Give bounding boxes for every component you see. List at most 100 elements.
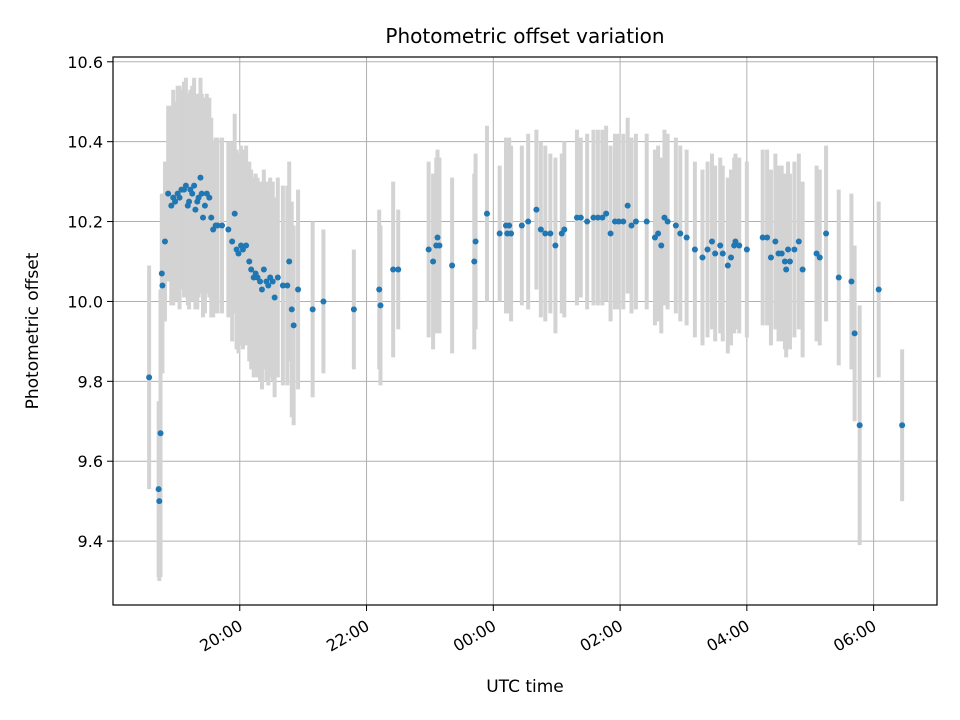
data-point xyxy=(395,266,402,273)
data-point xyxy=(235,250,242,257)
data-point xyxy=(192,206,199,213)
data-point xyxy=(239,246,246,253)
data-point xyxy=(683,234,690,241)
x-axis-label: UTC time xyxy=(486,677,564,697)
data-point xyxy=(156,498,163,505)
data-point xyxy=(508,230,515,237)
data-point xyxy=(182,182,189,189)
data-point xyxy=(286,258,293,265)
data-point xyxy=(717,242,724,249)
y-tick-label: 9.4 xyxy=(78,532,103,551)
data-point xyxy=(813,250,820,257)
data-point xyxy=(875,286,882,293)
data-point xyxy=(835,274,842,281)
data-point xyxy=(219,222,226,229)
data-point xyxy=(561,226,568,233)
data-point xyxy=(271,294,278,301)
data-point xyxy=(198,190,205,197)
data-point xyxy=(632,218,639,225)
data-point xyxy=(214,222,221,229)
data-point xyxy=(719,250,726,257)
data-point xyxy=(483,210,490,217)
data-point xyxy=(208,214,215,221)
data-point xyxy=(786,258,793,265)
data-point xyxy=(231,210,238,217)
data-point xyxy=(816,254,823,261)
data-point xyxy=(651,234,658,241)
data-point xyxy=(542,230,549,237)
data-point xyxy=(425,246,432,253)
data-point xyxy=(677,230,684,237)
data-point xyxy=(655,230,662,237)
data-point xyxy=(284,282,291,289)
data-point xyxy=(518,222,525,229)
data-point xyxy=(778,250,785,257)
data-points xyxy=(146,174,906,505)
data-point xyxy=(155,486,162,493)
data-point xyxy=(672,222,679,229)
y-tick-label: 9.8 xyxy=(78,372,103,391)
data-point xyxy=(506,222,513,229)
data-point xyxy=(577,214,584,221)
data-point xyxy=(537,226,544,233)
data-point xyxy=(200,214,207,221)
chart-title: Photometric offset variation xyxy=(385,24,664,48)
y-tick-label: 10.4 xyxy=(67,133,103,152)
data-point xyxy=(269,278,276,285)
data-point xyxy=(599,214,606,221)
data-point xyxy=(643,218,650,225)
data-point xyxy=(795,238,802,245)
data-point xyxy=(799,266,806,273)
data-point xyxy=(712,250,719,257)
data-point xyxy=(590,214,597,221)
data-point xyxy=(197,174,204,181)
data-point xyxy=(260,266,267,273)
data-point xyxy=(708,238,715,245)
data-point xyxy=(206,194,213,201)
data-point xyxy=(471,258,478,265)
data-point xyxy=(165,190,172,197)
data-point xyxy=(172,198,179,205)
data-point xyxy=(390,266,397,273)
y-tick-label: 9.6 xyxy=(78,452,103,471)
data-point xyxy=(279,282,286,289)
data-point xyxy=(732,238,739,245)
data-point xyxy=(146,374,153,381)
data-point xyxy=(736,242,743,249)
data-point xyxy=(257,278,264,285)
data-point xyxy=(258,286,265,293)
data-point xyxy=(449,262,456,269)
data-point xyxy=(472,238,479,245)
data-point xyxy=(176,194,183,201)
data-point xyxy=(189,190,196,197)
data-point xyxy=(168,202,175,209)
data-point xyxy=(434,234,441,241)
data-point xyxy=(436,242,443,249)
data-point xyxy=(201,202,208,209)
data-point xyxy=(661,214,668,221)
data-point xyxy=(899,422,906,429)
data-point xyxy=(290,322,297,329)
y-tick-label: 10.0 xyxy=(67,292,103,311)
data-point xyxy=(159,282,166,289)
data-point xyxy=(767,254,774,261)
data-point xyxy=(848,278,855,285)
data-point xyxy=(309,306,316,313)
data-point xyxy=(376,286,383,293)
data-point xyxy=(320,298,327,305)
data-point xyxy=(274,274,281,281)
data-point xyxy=(781,258,788,265)
data-point xyxy=(584,218,591,225)
data-point xyxy=(157,430,164,437)
data-point xyxy=(158,270,165,277)
data-point xyxy=(791,246,798,253)
data-point xyxy=(699,254,706,261)
y-tick-label: 10.6 xyxy=(67,53,103,72)
data-point xyxy=(229,238,236,245)
data-point xyxy=(856,422,863,429)
data-point xyxy=(624,202,631,209)
data-point xyxy=(620,218,627,225)
data-point xyxy=(783,266,790,273)
